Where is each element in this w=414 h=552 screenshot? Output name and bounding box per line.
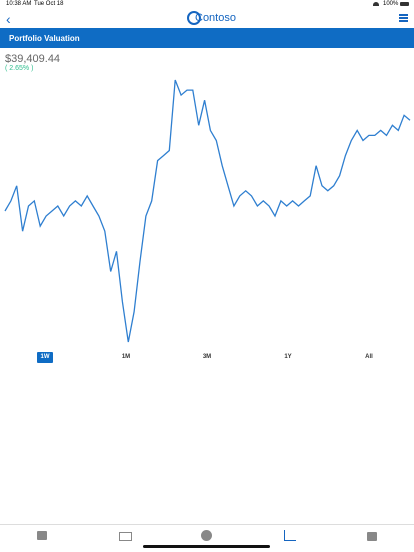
range-buttons: 1W 1M 3M 1Y All — [0, 352, 414, 364]
wifi-icon — [373, 2, 379, 6]
home-indicator — [143, 545, 270, 548]
range-button[interactable]: 1M — [121, 354, 131, 360]
status-time: 10:38 AM — [6, 1, 32, 7]
menu-button[interactable] — [399, 14, 408, 22]
tab-divider — [0, 524, 414, 525]
back-button[interactable]: ‹ — [6, 11, 11, 27]
tab-transactions[interactable] — [119, 532, 132, 541]
valuation-amount: $39,409.44 — [5, 53, 61, 65]
menu-bar — [399, 17, 408, 19]
status-battery: 100% — [383, 1, 399, 7]
price-line — [4, 79, 411, 343]
range-button[interactable]: 1W — [37, 352, 53, 363]
tab-performance[interactable] — [284, 530, 296, 541]
tab-portfolio[interactable] — [37, 531, 47, 540]
tab-allocation[interactable] — [201, 530, 212, 541]
range-button[interactable]: 3M — [202, 354, 212, 360]
range-button[interactable]: All — [365, 354, 373, 360]
title: Portfolio Valuation — [9, 34, 80, 43]
title-bar — [0, 28, 414, 48]
valuation-change: ( 2.65% ) — [5, 65, 34, 72]
status-date: Tue Oct 18 — [34, 1, 64, 7]
tab-shop[interactable] — [367, 532, 377, 541]
battery-icon — [400, 2, 409, 6]
chart — [4, 79, 411, 343]
logo: Contoso — [195, 12, 236, 24]
logo-ring — [187, 11, 201, 25]
range-button[interactable]: 1Y — [284, 354, 292, 360]
